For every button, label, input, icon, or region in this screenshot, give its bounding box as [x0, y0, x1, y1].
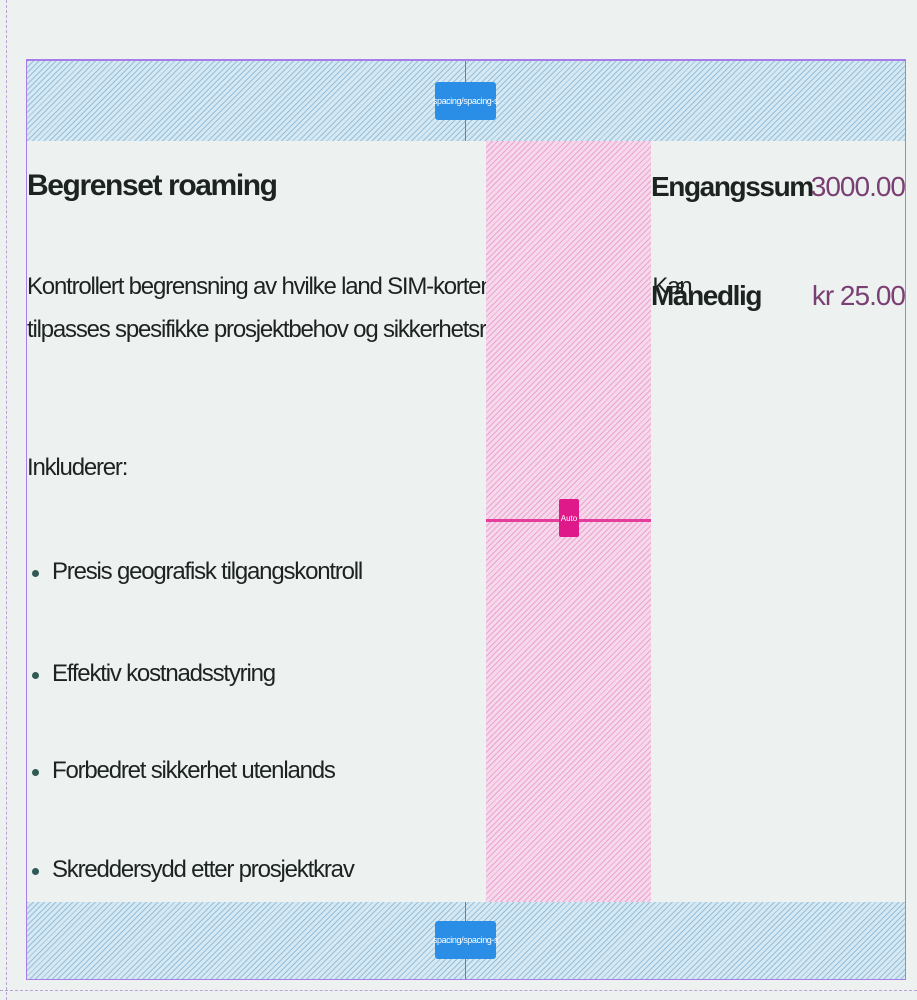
includes-label: Inkluderer: — [27, 454, 128, 481]
pricing-panel: Engangssum 3000.00 Månedlig kr 25.00 — [651, 141, 906, 902]
spacing-badge-bottom[interactable]: spacing/spacing-s — [433, 921, 499, 959]
product-details: Begrenset roaming Kontrollert begrensnin… — [27, 141, 693, 902]
description-line: tilpasses spesifikke prosjektbehov og si… — [27, 316, 544, 343]
frame-selection-edge — [26, 59, 906, 61]
price-label: Månedlig — [651, 280, 763, 311]
bullet-icon — [32, 570, 39, 577]
feature-label: Effektiv kostnadsstyring — [52, 660, 276, 687]
price-row-monthly: Månedlig kr 25.00 — [651, 280, 906, 320]
spacing-indicator-bottom: spacing/spacing-s — [27, 902, 905, 979]
feature-label: Skreddersydd etter prosjektkrav — [52, 856, 355, 883]
product-description: Kontrollert begrensning av hvilke land S… — [27, 265, 693, 351]
spacing-badge-top[interactable]: spacing/spacing-s — [433, 82, 499, 120]
product-title: Begrenset roaming — [27, 169, 278, 202]
spacing-indicator-top: spacing/spacing-s — [27, 61, 905, 141]
auto-badge[interactable]: Auto — [559, 499, 579, 537]
bullet-icon — [32, 769, 39, 776]
auto-spacing-indicator: Auto — [486, 141, 651, 902]
bullet-icon — [32, 868, 39, 875]
vertical-guide-line — [6, 0, 7, 1000]
price-value: 3000.00 — [810, 171, 906, 202]
bullet-icon — [32, 672, 39, 679]
horizontal-guide-line — [0, 990, 917, 991]
feature-label: Presis geografisk tilgangskontroll — [52, 558, 363, 585]
feature-label: Forbedret sikkerhet utenlands — [52, 757, 336, 784]
price-value: kr 25.00 — [811, 280, 906, 311]
description-line: Kontrollert begrensning av hvilke land S… — [27, 273, 693, 300]
price-row-one-time: Engangssum 3000.00 — [651, 171, 906, 211]
price-label: Engangssum — [651, 171, 814, 202]
